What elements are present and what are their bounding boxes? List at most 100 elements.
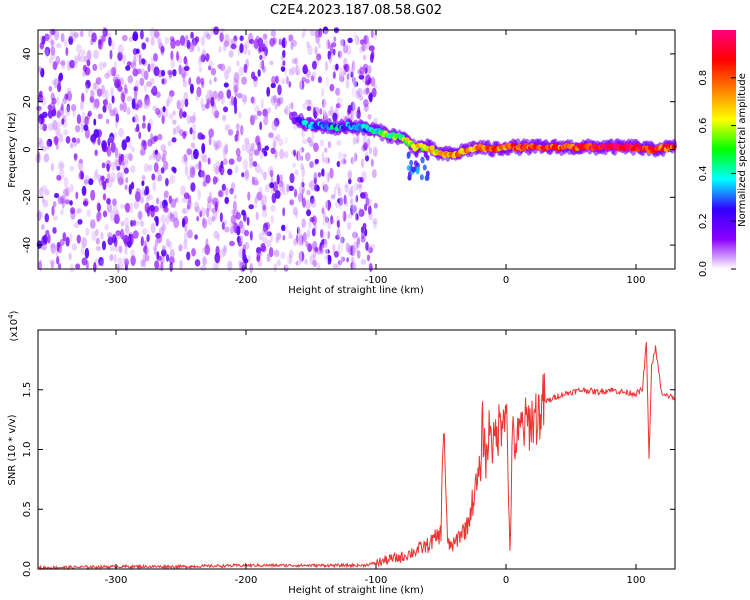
noise-speckle [133, 113, 138, 123]
noise-speckle [346, 222, 352, 230]
noise-speckle [176, 99, 181, 110]
noise-speckle [215, 261, 220, 270]
noise-speckle [95, 77, 102, 85]
noise-gap [352, 30, 357, 269]
noise-speckle [163, 190, 169, 199]
noise-speckle [319, 139, 324, 147]
noise-speckle [312, 249, 317, 259]
noise-speckle [214, 142, 219, 151]
noise-speckle [50, 242, 57, 254]
noise-speckle [362, 222, 367, 230]
noise-speckle [363, 141, 368, 151]
noise-speckle [317, 76, 323, 84]
noise-speckle [236, 212, 241, 220]
noise-speckle [86, 49, 92, 61]
noise-speckle [161, 199, 168, 209]
noise-speckle [252, 96, 256, 106]
noise-speckle [368, 45, 375, 52]
noise-speckle [315, 33, 320, 44]
noise-speckle [222, 158, 228, 166]
noise-speckle [135, 220, 140, 227]
noise-speckle [163, 206, 169, 213]
noise-speckle [154, 238, 159, 248]
noise-speckle [50, 48, 56, 60]
noise-speckle [187, 229, 193, 239]
noise-speckle [51, 79, 56, 86]
noise-speckle [192, 148, 199, 160]
noise-speckle [103, 145, 109, 153]
noise-speckle [208, 79, 213, 85]
noise-speckle [96, 201, 100, 211]
ridge-tail [420, 157, 425, 164]
noise-speckle [201, 170, 205, 178]
noise-speckle [157, 38, 161, 49]
heatmap-y-tick-label: -40 [22, 237, 33, 253]
noise-speckle [368, 246, 373, 254]
noise-speckle [282, 181, 285, 193]
noise-speckle [207, 157, 211, 165]
noise-speckle [100, 260, 104, 267]
colorbar-tick-label: 0.6 [698, 118, 709, 134]
noise-speckle [215, 140, 221, 150]
noise-speckle [50, 45, 56, 57]
noise-speckle [255, 211, 259, 221]
noise-speckle [157, 174, 163, 182]
noise-speckle [289, 173, 295, 184]
noise-speckle [254, 197, 258, 209]
noise-speckle [189, 164, 194, 173]
noise-speckle [313, 220, 317, 231]
colorbar-label: Normalized spectral amplitude [737, 73, 748, 227]
noise-speckle [113, 131, 118, 138]
noise-speckle [58, 133, 64, 143]
noise-speckle [81, 111, 86, 120]
noise-speckle [233, 72, 240, 84]
noise-speckle [268, 165, 274, 176]
heatmap-y-axis-label: Frequency (Hz) [7, 112, 18, 188]
noise-speckle [306, 189, 311, 196]
noise-speckle [228, 240, 235, 247]
noise-speckle [207, 196, 212, 204]
noise-speckle [259, 151, 264, 160]
noise-speckle [120, 230, 126, 241]
noise-speckle [361, 170, 367, 182]
noise-speckle [88, 178, 94, 186]
noise-speckle [49, 243, 56, 249]
noise-speckle [212, 139, 217, 147]
noise-speckle [172, 110, 176, 116]
noise-speckle [112, 198, 117, 206]
noise-speckle [110, 171, 116, 183]
noise-speckle [198, 66, 202, 73]
noise-speckle [77, 52, 81, 62]
noise-speckle [248, 148, 254, 157]
noise-speckle [367, 113, 372, 120]
noise-speckle [94, 149, 98, 157]
noise-speckle [130, 62, 134, 69]
noise-speckle [84, 247, 90, 259]
noise-speckle [60, 60, 66, 66]
noise-speckle [293, 149, 297, 157]
noise-speckle [119, 103, 123, 112]
noise-speckle [74, 61, 78, 69]
noise-speckle [282, 207, 286, 217]
noise-speckle [333, 186, 337, 197]
noise-speckle [223, 82, 229, 88]
noise-speckle [144, 246, 150, 256]
noise-speckle [163, 160, 169, 171]
noise-speckle [218, 140, 223, 149]
noise-speckle [113, 253, 117, 264]
noise-speckle [216, 233, 220, 242]
noise-speckle [200, 54, 206, 63]
noise-speckle [366, 254, 371, 262]
noise-speckle [95, 228, 99, 237]
noise-speckle [76, 207, 83, 214]
noise-speckle [197, 189, 201, 201]
noise-speckle [247, 191, 251, 201]
noise-speckle [253, 149, 260, 156]
noise-speckle [97, 173, 102, 183]
noise-speckle [200, 207, 206, 217]
noise-speckle [221, 221, 225, 231]
noise-speckle [266, 86, 271, 97]
noise-speckle [162, 149, 168, 157]
noise-speckle [262, 204, 267, 211]
noise-speckle [158, 42, 164, 51]
